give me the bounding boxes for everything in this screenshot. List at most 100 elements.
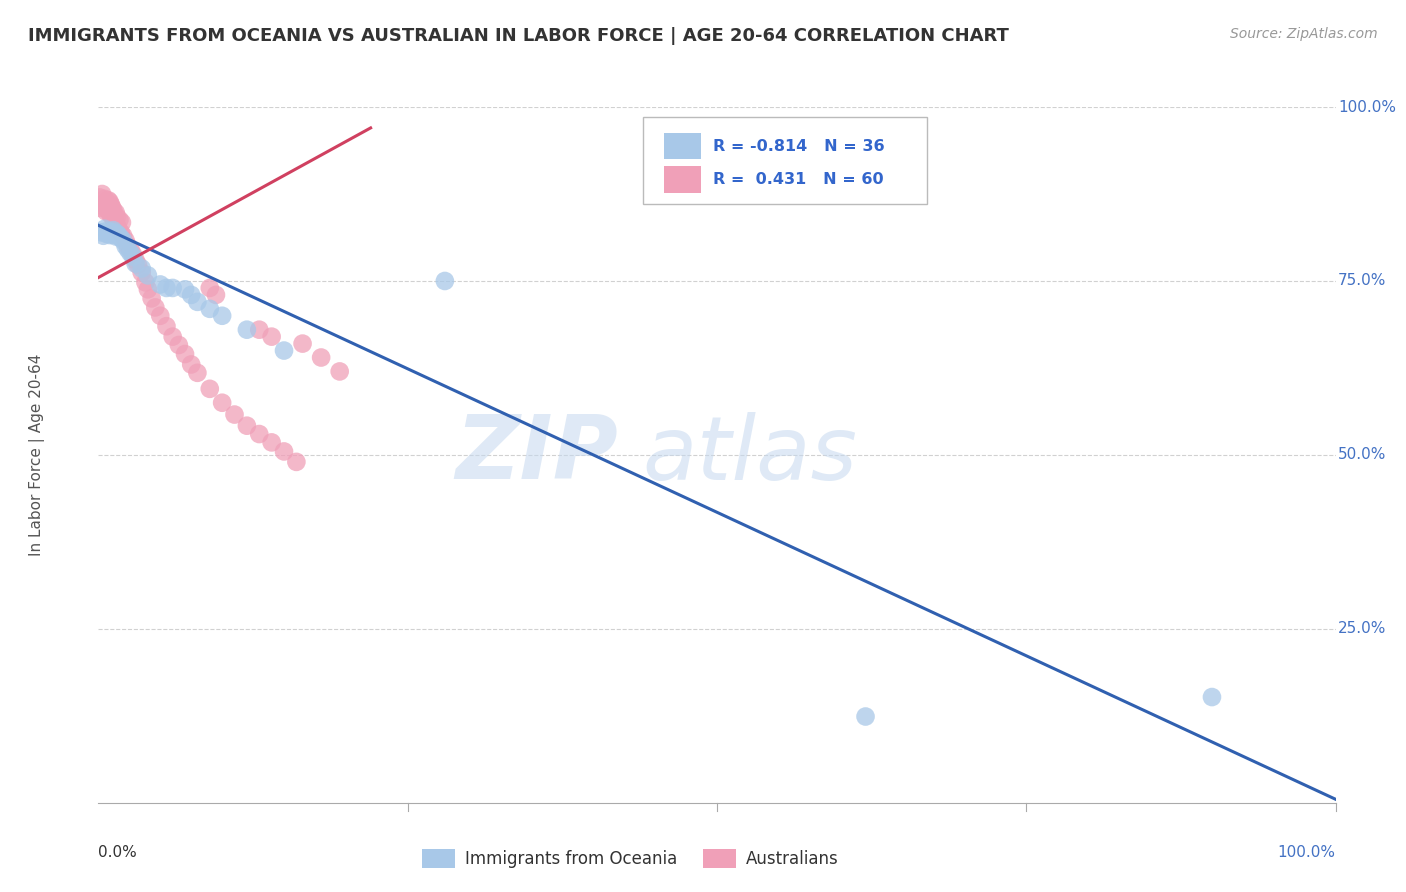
- Point: [180, 358, 202, 372]
- Text: R = -0.814   N = 36: R = -0.814 N = 36: [713, 138, 884, 153]
- Point: [93, 197, 115, 211]
- Point: [104, 206, 127, 220]
- Point: [93, 192, 115, 206]
- Text: 100.0%: 100.0%: [1278, 845, 1336, 860]
- Point: [98, 206, 121, 220]
- Point: [122, 247, 145, 261]
- Point: [211, 309, 233, 323]
- Point: [273, 444, 295, 458]
- Text: 100.0%: 100.0%: [1339, 100, 1396, 114]
- Point: [180, 288, 202, 302]
- FancyBboxPatch shape: [664, 133, 702, 159]
- Point: [93, 228, 115, 243]
- Point: [136, 282, 159, 296]
- Point: [103, 211, 125, 226]
- Point: [103, 215, 125, 229]
- Point: [96, 199, 118, 213]
- Point: [108, 212, 131, 227]
- Point: [94, 196, 117, 211]
- Point: [114, 234, 136, 248]
- Point: [247, 323, 270, 337]
- FancyBboxPatch shape: [643, 118, 928, 204]
- Point: [90, 225, 112, 239]
- Point: [97, 202, 120, 217]
- Point: [111, 215, 134, 229]
- Point: [100, 197, 122, 211]
- Point: [167, 338, 190, 352]
- Point: [124, 256, 146, 270]
- Point: [186, 294, 208, 309]
- Point: [105, 227, 128, 241]
- Point: [855, 709, 877, 723]
- Point: [141, 291, 163, 305]
- Text: R =  0.431   N = 60: R = 0.431 N = 60: [713, 172, 884, 187]
- Point: [94, 227, 117, 241]
- Point: [97, 194, 120, 208]
- Point: [198, 382, 221, 396]
- Text: 25.0%: 25.0%: [1339, 622, 1386, 636]
- Point: [131, 261, 153, 276]
- Point: [149, 309, 172, 323]
- Point: [136, 268, 159, 283]
- Point: [134, 276, 156, 290]
- Point: [96, 224, 118, 238]
- Point: [94, 204, 117, 219]
- Point: [97, 226, 120, 240]
- Point: [112, 234, 135, 248]
- Point: [198, 281, 221, 295]
- Point: [174, 282, 197, 296]
- Point: [91, 187, 114, 202]
- Point: [100, 225, 122, 239]
- Text: 0.0%: 0.0%: [98, 845, 138, 860]
- Point: [309, 351, 332, 365]
- Point: [105, 210, 128, 224]
- Legend: Immigrants from Oceania, Australians: Immigrants from Oceania, Australians: [415, 842, 845, 874]
- Point: [90, 201, 112, 215]
- Point: [155, 319, 177, 334]
- Point: [224, 408, 246, 422]
- Text: 50.0%: 50.0%: [1339, 448, 1386, 462]
- Point: [103, 223, 125, 237]
- Point: [236, 418, 259, 433]
- Point: [155, 281, 177, 295]
- Point: [112, 228, 135, 243]
- Point: [101, 200, 124, 214]
- Point: [143, 301, 166, 315]
- Point: [162, 281, 184, 295]
- Point: [124, 253, 146, 268]
- Point: [107, 222, 129, 236]
- Point: [117, 239, 139, 253]
- Point: [93, 200, 115, 214]
- Text: atlas: atlas: [643, 412, 858, 498]
- Point: [101, 227, 124, 242]
- Point: [433, 274, 456, 288]
- Point: [93, 222, 115, 236]
- Point: [1201, 690, 1223, 704]
- Point: [329, 364, 352, 378]
- Point: [291, 336, 314, 351]
- Text: In Labor Force | Age 20-64: In Labor Force | Age 20-64: [28, 354, 45, 556]
- Point: [89, 190, 111, 204]
- Point: [149, 277, 172, 292]
- Point: [98, 194, 121, 209]
- Point: [110, 225, 132, 239]
- Point: [117, 243, 139, 257]
- Point: [103, 202, 125, 217]
- Point: [104, 229, 127, 244]
- Point: [247, 427, 270, 442]
- Point: [186, 366, 208, 380]
- Point: [260, 329, 283, 343]
- Point: [162, 329, 184, 343]
- Point: [198, 301, 221, 316]
- Point: [103, 225, 125, 239]
- Point: [174, 347, 197, 361]
- Point: [131, 266, 153, 280]
- Point: [114, 239, 136, 253]
- Text: IMMIGRANTS FROM OCEANIA VS AUSTRALIAN IN LABOR FORCE | AGE 20-64 CORRELATION CHA: IMMIGRANTS FROM OCEANIA VS AUSTRALIAN IN…: [28, 27, 1010, 45]
- Point: [98, 228, 121, 243]
- Text: ZIP: ZIP: [456, 411, 619, 499]
- FancyBboxPatch shape: [664, 166, 702, 193]
- Point: [105, 219, 128, 233]
- Point: [120, 246, 142, 260]
- Point: [285, 455, 308, 469]
